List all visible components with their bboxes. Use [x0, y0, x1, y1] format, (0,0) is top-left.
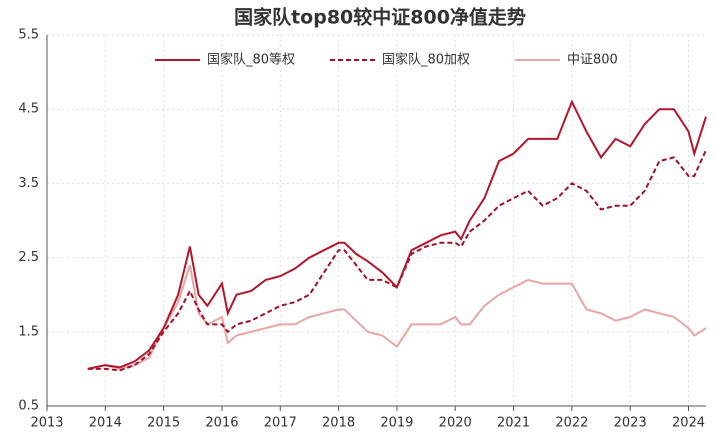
x-tick-label: 2023: [614, 416, 647, 431]
x-tick-label: 2022: [555, 416, 588, 431]
x-tick-label: 2017: [264, 416, 297, 431]
chart-title: 国家队top80较中证800净值走势: [234, 6, 526, 29]
x-tick-label: 2024: [672, 416, 705, 431]
x-tick-label: 2015: [147, 416, 180, 431]
y-tick-label: 3.5: [18, 176, 39, 191]
y-tick-label: 5.5: [18, 28, 39, 43]
legend-text: 中证800: [567, 53, 618, 68]
y-tick-label: 2.5: [18, 250, 39, 265]
x-tick-label: 2021: [497, 416, 530, 431]
series-line: [87, 264, 707, 370]
x-tick-label: 2018: [322, 416, 355, 431]
x-tick-label: 2016: [205, 416, 238, 431]
series-line: [87, 99, 707, 370]
x-tick-label: 2014: [89, 416, 122, 431]
y-tick-label: 4.5: [18, 102, 39, 117]
legend-text: 国家队_80等权: [207, 52, 295, 68]
x-tick-label: 2019: [380, 416, 413, 431]
x-tick-label: 2013: [30, 416, 63, 431]
x-tick-label: 2020: [439, 416, 472, 431]
legend-text: 国家队_80加权: [382, 52, 470, 68]
y-tick-label: 1.5: [18, 324, 39, 339]
series-line: [87, 149, 707, 372]
y-tick-label: 0.5: [18, 399, 39, 414]
